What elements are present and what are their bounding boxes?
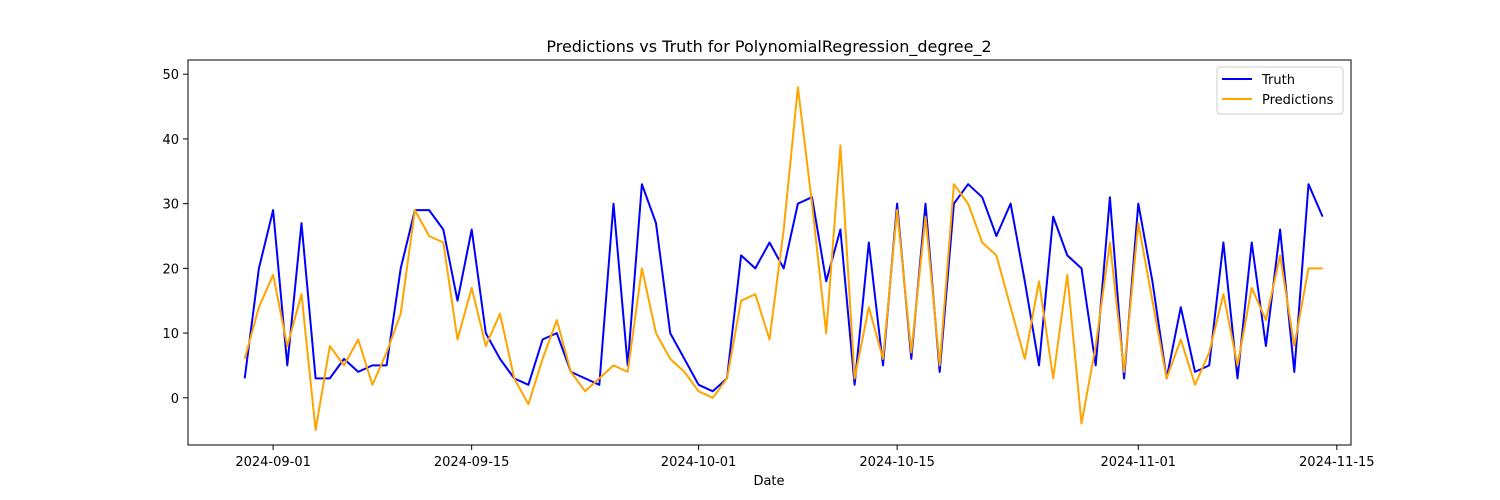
x-tick-label: 2024-10-15 (859, 455, 935, 470)
axes-frame (187, 59, 1352, 446)
legend-label-truth: Truth (1261, 73, 1295, 88)
legend-label-predictions: Predictions (1262, 93, 1334, 108)
x-axis-label: Date (753, 474, 784, 489)
x-tick-label: 2024-11-01 (1100, 455, 1176, 470)
x-tick-label: 2024-10-01 (661, 455, 737, 470)
y-tick-label: 10 (162, 327, 179, 342)
x-tick-label: 2024-09-15 (434, 455, 510, 470)
y-tick-label: 40 (162, 133, 179, 148)
x-tick-label: 2024-09-01 (235, 455, 311, 470)
y-tick-label: 20 (162, 262, 179, 277)
series-line-truth (243, 183, 1324, 393)
x-axis-ticks: 2024-09-01 2024-09-15 2024-10-01 2024-10-15… (235, 445, 1375, 470)
y-tick-label: 50 (162, 68, 179, 83)
y-tick-label: 30 (162, 198, 179, 213)
y-tick-label: 0 (171, 392, 179, 407)
series-line-predictions (243, 86, 1323, 432)
legend: Truth Predictions (1216, 66, 1344, 115)
chart-title: Predictions vs Truth for PolynomialRegre… (546, 37, 991, 57)
plot-area (187, 59, 1352, 446)
series-layer (243, 86, 1324, 432)
y-axis-ticks: 0 10 20 30 40 50 (162, 68, 188, 407)
x-tick-label: 2024-11-15 (1299, 455, 1375, 470)
